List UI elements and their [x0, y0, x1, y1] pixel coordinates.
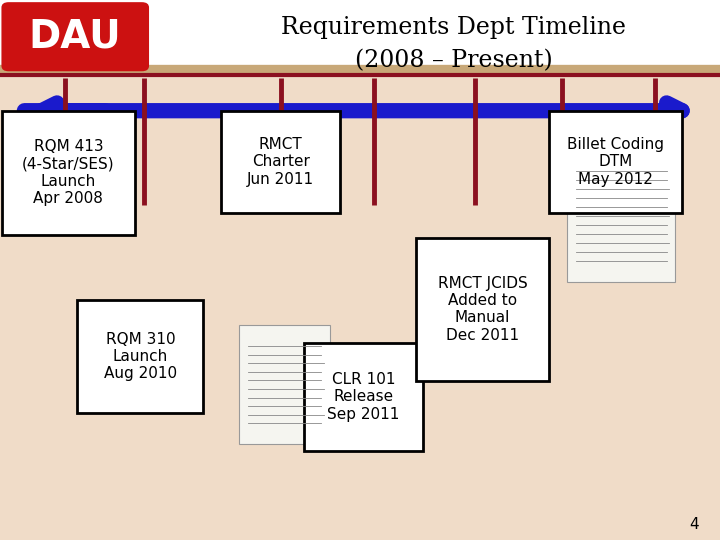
- Text: RQM 413
(4-Star/SES)
Launch
Apr 2008: RQM 413 (4-Star/SES) Launch Apr 2008: [22, 139, 114, 206]
- FancyBboxPatch shape: [567, 150, 675, 282]
- FancyBboxPatch shape: [549, 111, 683, 213]
- Text: Requirements Dept Timeline: Requirements Dept Timeline: [281, 16, 626, 39]
- Text: DAU: DAU: [29, 18, 121, 56]
- Text: Billet Coding
DTM
May 2012: Billet Coding DTM May 2012: [567, 137, 664, 187]
- FancyBboxPatch shape: [2, 111, 135, 235]
- Text: CLR 101
Release
Sep 2011: CLR 101 Release Sep 2011: [328, 372, 400, 422]
- Text: 4: 4: [689, 517, 698, 532]
- FancyBboxPatch shape: [78, 300, 204, 413]
- Text: (2008 – Present): (2008 – Present): [355, 50, 552, 73]
- FancyBboxPatch shape: [222, 111, 341, 213]
- Bar: [0, 0, 720, 73]
- FancyBboxPatch shape: [1, 2, 149, 71]
- Text: RMCT
Charter
Jun 2011: RMCT Charter Jun 2011: [247, 137, 315, 187]
- FancyBboxPatch shape: [304, 343, 423, 451]
- Text: RQM 310
Launch
Aug 2010: RQM 310 Launch Aug 2010: [104, 332, 177, 381]
- FancyBboxPatch shape: [239, 325, 330, 444]
- FancyBboxPatch shape: [416, 238, 549, 381]
- Text: RMCT JCIDS
Added to
Manual
Dec 2011: RMCT JCIDS Added to Manual Dec 2011: [438, 275, 527, 343]
